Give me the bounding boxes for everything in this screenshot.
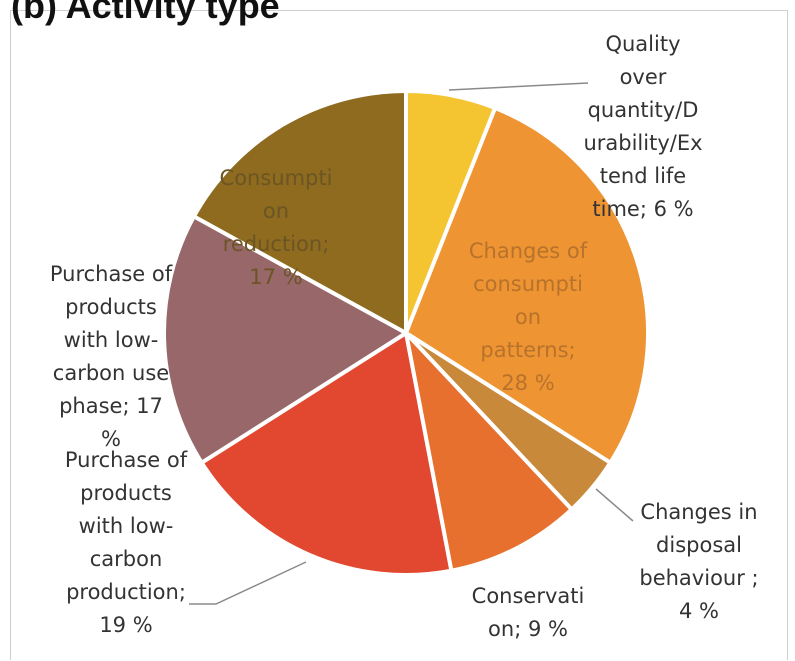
data-label-changes-of-consumption-patterns: Changes of consumpti on patterns; 28 % (469, 239, 588, 395)
data-label-changes-in-disposal-behaviour: Changes in disposal behaviour ; 4 % (639, 500, 758, 623)
pie-slice-purchase-of-products-with-low-carbon-production (199, 331, 454, 577)
pie-slice-changes-of-consumption-patterns (404, 105, 650, 465)
pie-slices (162, 89, 650, 577)
data-label-purchase-of-products-with-low-carbon-use-phase: Purchase of products with low-carbon use ph… (50, 262, 173, 451)
leader-line-changes-in-disposal-behaviour (595, 488, 634, 522)
pie-slice-conservation (404, 331, 574, 573)
data-label-purchase-of-products-with-low-carbon-production: Purchase of products with low-carbon produc… (65, 448, 188, 637)
chart-title: (b) Activity type (11, 0, 280, 26)
pie-labels: Quality over quantity/D urability/Ex tend li… (50, 32, 759, 641)
leader-line-quality-over-quantity-durability-extend-life-time (448, 82, 589, 91)
data-label-quality-over-quantity-durability-extend-life-time: Quality over quantity/D urability/Ex tend li… (583, 32, 702, 221)
pie-slice-consumption-reduction (191, 89, 408, 335)
pie-slice-purchase-of-products-with-low-carbon-use-phase (162, 214, 408, 465)
data-label-consumption-reduction: Consumpti on reduction; 17 % (220, 166, 333, 289)
leader-line-purchase-of-products-with-low-carbon-production (189, 561, 307, 605)
data-label-conservation: Conservati on; 9 % (472, 584, 585, 641)
chart-frame: (b) Activity type Quality over quantity/D u… (10, 0, 788, 660)
pie-chart: Quality over quantity/D urability/Ex tend li… (50, 32, 759, 641)
